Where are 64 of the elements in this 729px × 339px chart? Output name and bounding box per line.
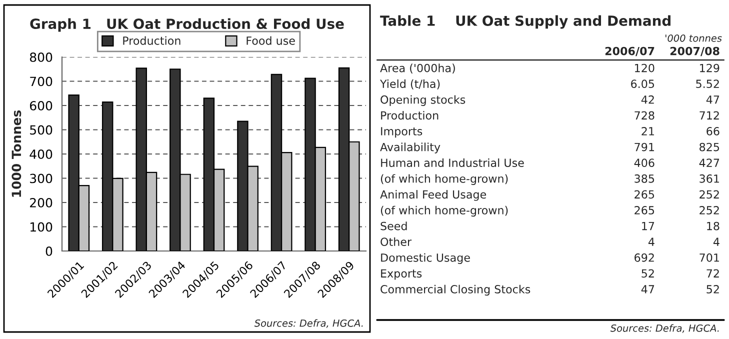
text: 72: [706, 269, 719, 278]
text: Yield (t/ha): [380, 79, 440, 90]
text: Other: [380, 237, 412, 246]
text: 52: [706, 285, 719, 294]
text: 265: [634, 206, 654, 214]
category-label: 2006/07: [605, 46, 654, 56]
text: 728: [634, 111, 654, 120]
text: Table 1 UK Oat Supply and Demand: [380, 15, 670, 29]
text: 692: [634, 253, 654, 262]
text: 701: [700, 253, 719, 262]
y-tick-label: 700: [30, 76, 52, 86]
source-note: Sources: Defra, HGCA.: [610, 324, 719, 333]
y-tick-label: 100: [30, 222, 52, 232]
text: 791: [634, 142, 654, 152]
text: 42: [641, 95, 654, 104]
text: 252: [700, 206, 719, 214]
text: 52: [642, 269, 654, 278]
y-axis-title: 1000 Tonnes: [12, 110, 22, 197]
text: 252: [700, 190, 719, 199]
text: 712: [700, 111, 719, 120]
text: 21: [642, 127, 654, 136]
text: 47: [641, 285, 654, 294]
text: 427: [699, 158, 720, 167]
legend-label: Production: [123, 36, 180, 45]
text: 4: [713, 238, 720, 246]
text: 406: [634, 158, 654, 168]
text: Seed: [380, 222, 407, 230]
text: 385: [634, 174, 654, 183]
text: Area ('000ha): [380, 64, 455, 74]
text: Human and Industrial Use: [381, 158, 524, 168]
y-tick-label: 800: [30, 52, 52, 62]
y-tick-label: 300: [30, 174, 52, 184]
text: Exports: [381, 269, 422, 280]
text: Availability: [380, 142, 440, 154]
chart-title: Graph 1 UK Oat Production & Food Use: [30, 18, 344, 32]
text: 47: [706, 96, 720, 104]
text: 825: [700, 142, 720, 152]
legend-label: Food use: [246, 36, 295, 45]
text: (of which home-grown): [380, 174, 508, 185]
source-note: Sources: Defra, HGCA.: [254, 319, 363, 328]
text: 129: [700, 64, 720, 72]
text: Domestic Usage: [381, 253, 470, 264]
text: 17: [642, 222, 654, 230]
text: Commercial Closing Stocks: [380, 284, 530, 296]
y-tick-label: 0: [46, 246, 52, 256]
y-tick-label: 500: [30, 125, 52, 135]
y-tick-label: 400: [30, 149, 52, 159]
text: 18: [707, 222, 720, 230]
text: 361: [700, 174, 719, 183]
text: 120: [635, 64, 654, 72]
y-tick-label: 200: [30, 198, 52, 208]
text: Opening stocks: [380, 95, 466, 106]
text: Imports: [381, 127, 422, 138]
text: 265: [634, 190, 654, 199]
text: Production: [381, 111, 438, 120]
text: 4: [648, 238, 654, 246]
text: Animal Feed Usage: [380, 190, 486, 201]
text: 5.52: [696, 80, 719, 88]
text: 6.05: [631, 80, 654, 88]
category-label: 2007/08: [670, 46, 720, 56]
text: '000 tonnes: [665, 34, 722, 42]
text: (of which home-grown): [380, 206, 508, 217]
text: 66: [706, 127, 720, 136]
y-tick-label: 600: [30, 100, 52, 110]
